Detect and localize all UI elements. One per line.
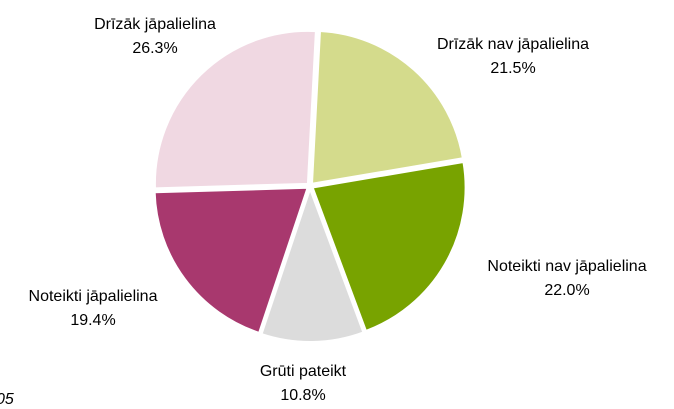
slice-value-label: 10.8% xyxy=(280,387,325,404)
pie-slice xyxy=(153,186,309,335)
pie-slice xyxy=(310,29,465,185)
slice-label: Drīzāk nav jāpalielina xyxy=(437,36,589,53)
slice-value-label: 21.5% xyxy=(490,60,535,77)
slice-label: Drīzāk jāpalielina xyxy=(94,16,216,33)
slice-label: Grūti pateikt xyxy=(260,363,347,380)
slice-value-label: 22.0% xyxy=(544,282,589,299)
slice-value-label: 19.4% xyxy=(70,312,115,329)
annotation: 05 xyxy=(0,391,14,408)
slice-label: Noteikti jāpalielina xyxy=(29,288,158,305)
pie-slice xyxy=(311,160,467,333)
pie-slice xyxy=(260,185,365,343)
pie-slice xyxy=(153,29,317,190)
slice-label: Noteikti nav jāpalielina xyxy=(487,258,646,275)
slice-value-label: 26.3% xyxy=(132,40,177,57)
